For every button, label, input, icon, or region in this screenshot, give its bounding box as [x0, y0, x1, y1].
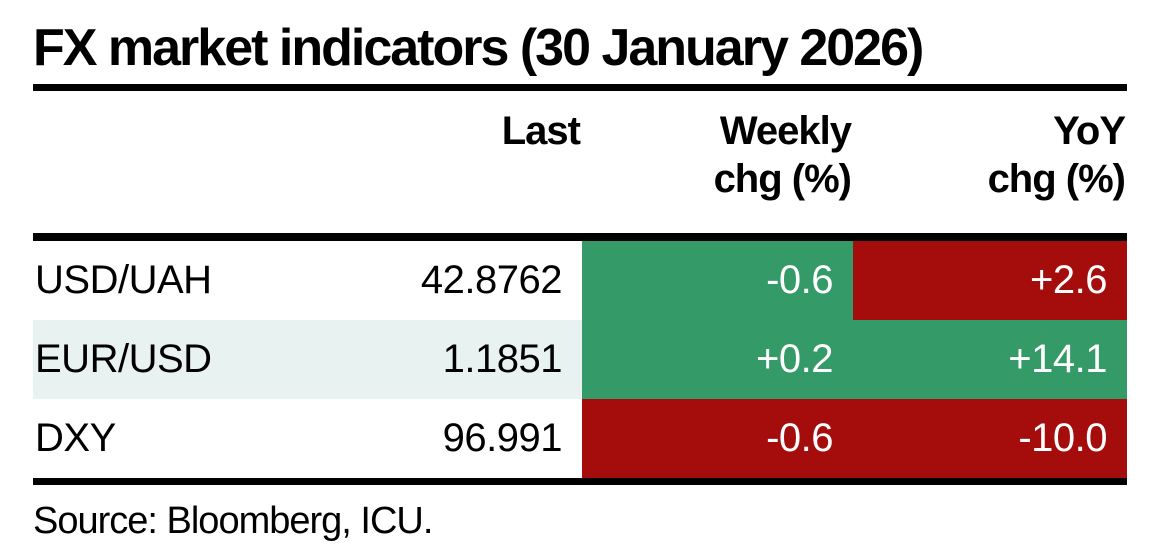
yoy-chg-cell: -10.0	[853, 399, 1127, 478]
column-header-weekly-line1: Weekly	[719, 109, 852, 153]
fx-indicators-panel: FX market indicators (30 January 2026) L…	[33, 19, 1127, 542]
table-row-eur-usd: EUR/USD 1.1851 +0.2 +14.1	[33, 320, 1127, 399]
table-row-usd-uah: USD/UAH 42.8762 -0.6 +2.6	[33, 241, 1127, 320]
last-value: 1.1851	[313, 320, 582, 399]
table-header-row: Last Weekly chg (%) YoY chg (%)	[33, 91, 1127, 233]
yoy-chg-cell: +14.1	[853, 320, 1127, 399]
last-value: 96.991	[442, 416, 563, 460]
instrument-label: USD/UAH	[35, 258, 212, 302]
weekly-chg-cell: -0.6	[582, 399, 853, 478]
column-header-weekly-chg: Weekly chg (%)	[582, 91, 853, 233]
weekly-chg-cell: -0.6	[582, 241, 853, 320]
table-body: USD/UAH 42.8762 -0.6 +2.6 EUR/USD 1.1851…	[33, 241, 1127, 478]
column-header-yoy-line1: YoY	[1053, 109, 1126, 153]
weekly-chg-cell: +0.2	[582, 320, 853, 399]
instrument-label: EUR/USD	[33, 320, 313, 399]
last-value: 42.8762	[420, 258, 563, 302]
title-rule	[33, 84, 1127, 91]
column-header-instrument	[33, 91, 313, 233]
column-header-yoy-line2: chg (%)	[987, 157, 1126, 201]
yoy-chg-cell: +2.6	[853, 241, 1127, 320]
bottom-rule	[33, 478, 1127, 485]
page-title: FX market indicators (30 January 2026)	[33, 19, 924, 77]
column-header-yoy-chg: YoY chg (%)	[853, 91, 1127, 233]
header-rule	[33, 233, 1127, 241]
instrument-label: DXY	[35, 416, 116, 460]
table-row-dxy: DXY 96.991 -0.6 -10.0	[33, 399, 1127, 478]
source-note: Source: Bloomberg, ICU.	[33, 500, 433, 542]
column-header-weekly-line2: chg (%)	[713, 157, 852, 201]
column-header-last: Last	[501, 109, 581, 153]
